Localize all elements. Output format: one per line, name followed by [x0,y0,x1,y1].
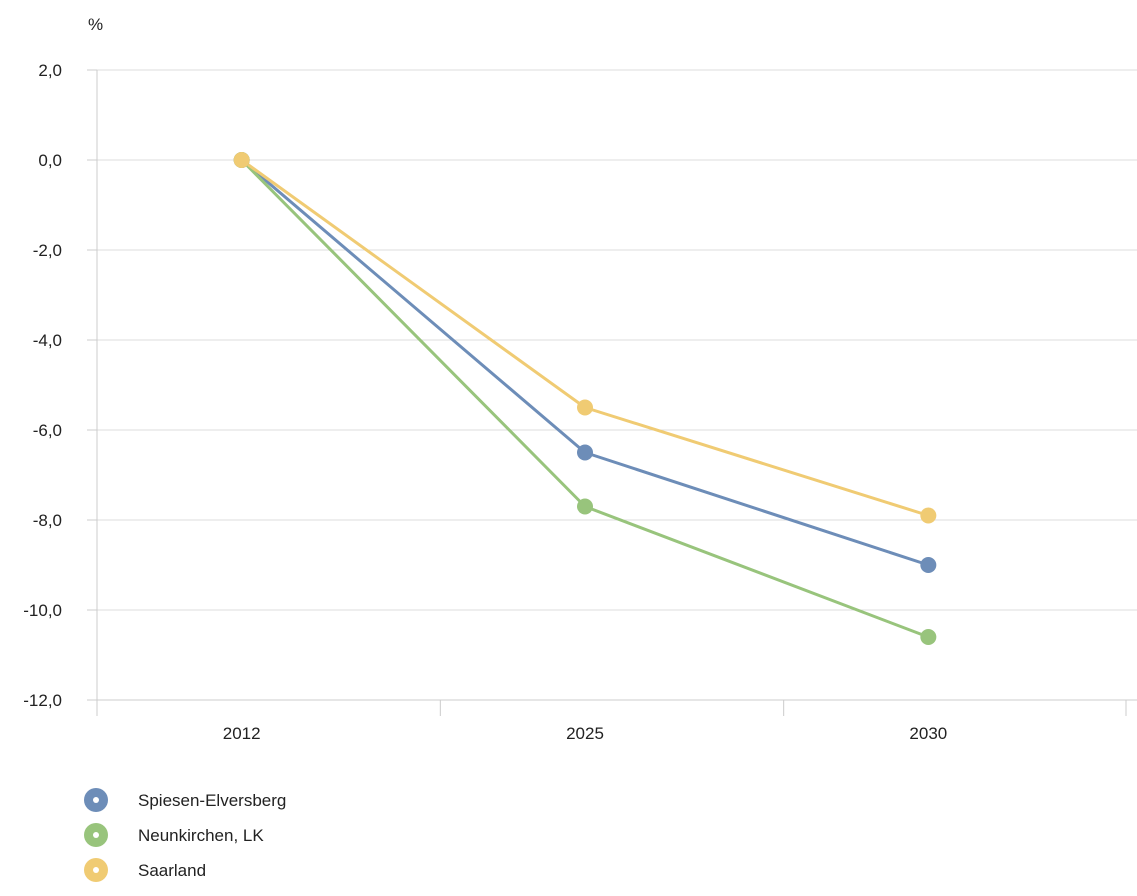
data-point [233,152,250,168]
data-point [577,444,593,461]
data-point [920,507,937,524]
y-tick-label: -10,0 [23,601,62,620]
data-point [920,629,937,645]
legend-item[interactable]: Saarland [84,858,206,882]
y-tick-label: -8,0 [33,511,62,530]
legend-item[interactable]: Spiesen-Elversberg [84,788,286,812]
y-tick-label: -6,0 [33,421,62,440]
x-tick-label: 2025 [566,724,604,743]
data-point [920,557,937,573]
series-lines [240,158,930,639]
legend-marker-dot [93,797,99,803]
axes: 2,0 0,0 -2,0 -4,0 -6,0 -8,0 -10,0 -12,0 2012 2025… [23,61,1137,743]
x-tick-label: 2030 [909,724,947,743]
legend-label: Saarland [138,861,206,880]
legend-label: Spiesen-Elversberg [138,791,286,810]
data-point [577,498,593,515]
legend-label: Neunkirchen, LK [138,826,264,845]
y-tick-label: -12,0 [23,691,62,710]
data-points [233,152,937,645]
y-tick-label: -4,0 [33,331,62,350]
legend-marker-dot [93,832,99,838]
y-tick-label: -2,0 [33,241,62,260]
legend-item[interactable]: Neunkirchen, LK [84,823,264,847]
x-tick-label: 2012 [223,724,261,743]
series-line [240,158,930,517]
y-tick-label: 0,0 [38,151,62,170]
gridlines [97,69,1137,701]
y-tick-label: 2,0 [38,61,62,80]
legend: Spiesen-Elversberg Neunkirchen, LK Saarlan… [84,788,286,882]
legend-marker-dot [93,867,99,873]
y-axis-unit-label: % [88,15,103,34]
data-point [577,399,593,416]
series-line [240,158,930,639]
